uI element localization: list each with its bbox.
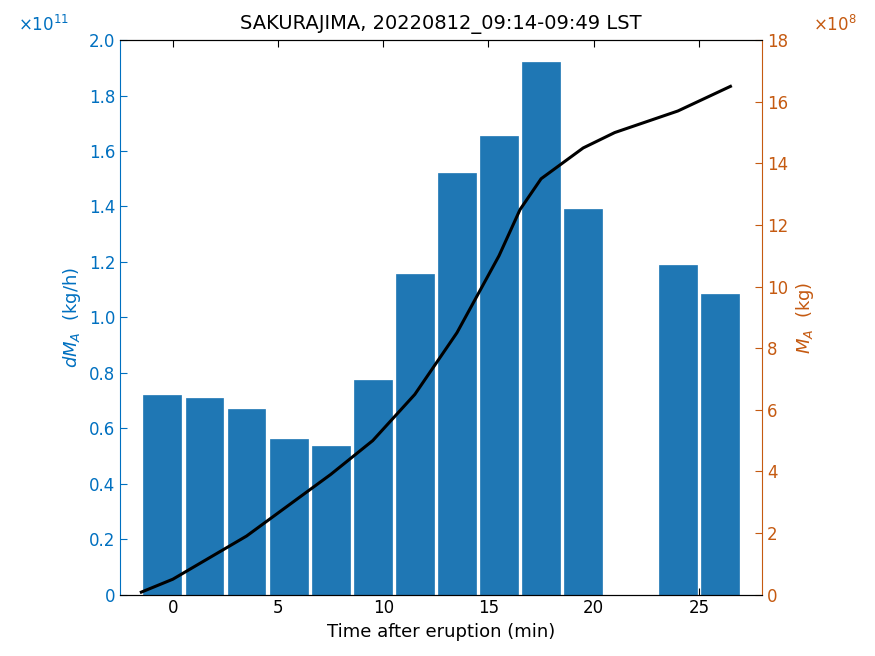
Text: $\times\mathregular{10^{8}}$: $\times\mathregular{10^{8}}$	[814, 14, 858, 35]
Bar	[438, 173, 476, 594]
X-axis label: Time after eruption (min): Time after eruption (min)	[327, 623, 556, 641]
Bar	[354, 380, 392, 594]
Bar	[659, 265, 696, 594]
Y-axis label: $M_A$  (kg): $M_A$ (kg)	[794, 281, 816, 354]
Bar	[480, 136, 518, 594]
Bar	[522, 62, 560, 594]
Bar	[701, 294, 738, 594]
Bar	[228, 409, 265, 594]
Text: $\times\mathregular{10^{11}}$: $\times\mathregular{10^{11}}$	[18, 14, 69, 35]
Y-axis label: $dM_A$  (kg/h): $dM_A$ (kg/h)	[61, 267, 83, 368]
Bar	[144, 395, 181, 594]
Bar	[270, 440, 307, 594]
Bar	[186, 398, 223, 594]
Title: SAKURAJIMA, 20220812_09:14-09:49 LST: SAKURAJIMA, 20220812_09:14-09:49 LST	[241, 15, 642, 34]
Bar	[312, 446, 350, 594]
Bar	[396, 274, 434, 594]
Bar	[564, 209, 602, 594]
